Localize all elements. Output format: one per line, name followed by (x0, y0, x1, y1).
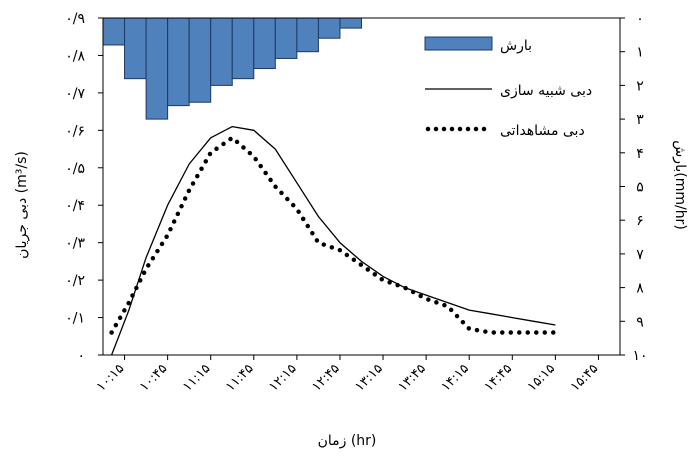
left-tick-label: ۰/۸ (65, 48, 85, 64)
left-tick-label: ۰/۴ (65, 198, 85, 214)
x-axis-title: زمان (hr) (318, 433, 377, 449)
x-tick-label: ۱۰:۴۵ (137, 361, 170, 394)
legend-rain-label: بارش (500, 38, 532, 54)
rainfall-bar (167, 17, 190, 107)
x-tick-label: ۱۵:۱۵ (525, 361, 558, 394)
series-layer (109, 125, 558, 356)
right-tick-label: ۲ (636, 78, 644, 94)
y-left-axis-title: دبی جریان (m³/s) (14, 151, 30, 259)
right-tick-label: ۴ (636, 146, 644, 162)
left-tick-label: ۰/۷ (65, 86, 85, 102)
x-tick-label: ۱۰:۱۵ (94, 361, 127, 394)
rainfall-bar (274, 17, 298, 59)
x-tick-label: ۱۴:۱۵ (439, 361, 472, 394)
right-tick-label: ۱ (636, 45, 644, 61)
x-tick-label: ۱۱:۱۵ (180, 361, 213, 394)
observed-discharge-line (109, 135, 558, 335)
legend: بارش دبی شبیه سازی دبی مشاهداتی (424, 36, 592, 139)
rainfall-bar (231, 17, 255, 80)
x-tick-label: ۱۵:۴۵ (568, 361, 601, 394)
left-tick-label: ۰/۶ (65, 123, 85, 139)
rainfall-bar (317, 17, 341, 39)
left-axis-ticks: ۰ ۰/۱ ۰/۲ ۰/۳ ۰/۴ ۰/۵ ۰/۶ ۰/۷ ۰/۸ ۰/۹ (65, 11, 103, 364)
x-tick-label: ۱۲:۱۵ (266, 361, 299, 394)
x-tick-label: ۱۳:۴۵ (395, 361, 428, 394)
rainfall-bar (210, 17, 233, 86)
left-tick-label: ۰/۹ (65, 11, 85, 27)
legend-rain-swatch (424, 36, 493, 51)
left-tick-label: ۰/۵ (65, 161, 85, 177)
x-axis-ticks: ۱۰:۱۵ ۱۰:۴۵ ۱۱:۱۵ ۱۱:۴۵ ۱۲:۱۵ ۱۲:۴۵ ۱۳:۱۵ ۱۳:۴۵… (94, 355, 601, 395)
y-right-axis-title: بارش(mm/hr) (672, 140, 688, 230)
right-tick-label: ۵ (636, 180, 644, 196)
right-tick-label: ۹ (636, 314, 644, 330)
rainfall-bar (188, 17, 212, 103)
x-tick-label: ۱۲:۴۵ (309, 361, 342, 394)
rainfall-bar (124, 17, 147, 80)
left-tick-label: ۰ (77, 348, 85, 364)
right-tick-label: ۱۰ (632, 348, 647, 364)
x-tick-label: ۱۳:۱۵ (352, 361, 385, 394)
right-tick-label: ۰ (636, 11, 644, 27)
x-tick-label: ۱۴:۴۵ (482, 361, 515, 394)
right-tick-label: ۶ (636, 213, 644, 229)
left-tick-label: ۰/۱ (65, 311, 85, 327)
legend-simulated-label: دبی شبیه سازی (500, 83, 592, 99)
rainfall-bar (145, 17, 169, 120)
x-tick-label: ۱۱:۴۵ (223, 361, 256, 394)
right-tick-label: ۷ (636, 247, 644, 263)
rainfall-bar (339, 17, 363, 29)
left-tick-label: ۰/۲ (65, 273, 85, 289)
rainfall-bar (296, 17, 319, 53)
simulated-discharge-line (110, 125, 556, 356)
right-axis-ticks: ۰ ۱ ۲ ۳ ۴ ۵ ۶ ۷ ۸ ۹ ۱۰ (620, 11, 648, 364)
right-tick-label: ۳ (636, 112, 644, 128)
right-tick-label: ۸ (636, 281, 644, 297)
rainfall-bars (102, 17, 363, 120)
rainfall-bar (102, 17, 126, 46)
rainfall-bar (253, 17, 276, 70)
left-tick-label: ۰/۳ (65, 236, 85, 252)
legend-observed-label: دبی مشاهداتی (500, 123, 585, 139)
